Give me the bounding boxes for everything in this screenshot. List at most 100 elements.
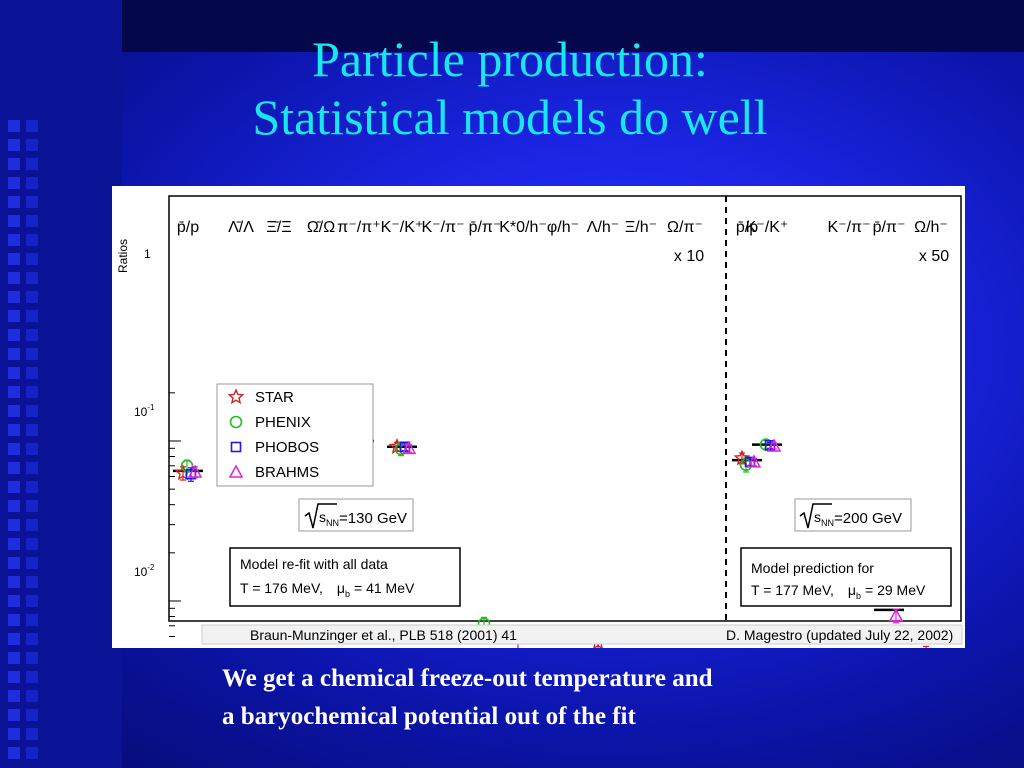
- model-130-line-2: T = 176 MeV, μb = 41 MeV: [240, 580, 415, 599]
- category-label: Ω̄/Ω: [307, 219, 335, 236]
- decorative-squares: [8, 120, 38, 759]
- decorative-square: [8, 177, 20, 189]
- decorative-square: [26, 614, 38, 626]
- legend-label-star: STAR: [255, 389, 294, 406]
- legend-label-phenix: PHENIX: [255, 414, 311, 431]
- category-label: K*0/h⁻: [499, 219, 547, 236]
- decorative-square: [26, 519, 38, 531]
- energy-label-200: =200 GeV: [834, 510, 902, 527]
- marker-brahms: [766, 438, 782, 452]
- decorative-square: [26, 576, 38, 588]
- decorative-square: [26, 120, 38, 132]
- title-line-1: Particle production:: [312, 31, 708, 87]
- decorative-square: [26, 443, 38, 455]
- decorative-square: [26, 690, 38, 702]
- decorative-square: [8, 671, 20, 683]
- decorative-square: [8, 215, 20, 227]
- svg-text:sNN: sNN: [814, 509, 834, 528]
- decorative-square: [8, 329, 20, 341]
- decorative-square: [26, 462, 38, 474]
- legend-marker-brahms: [228, 464, 244, 478]
- y-tick-label-0.1: 10-1: [134, 403, 155, 419]
- decorative-square: [26, 348, 38, 360]
- decorative-square: [8, 652, 20, 664]
- model-200-line-2: T = 177 MeV, μb = 29 MeV: [751, 582, 926, 601]
- decorative-square: [8, 424, 20, 436]
- category-label: Ξ/h⁻: [625, 219, 657, 236]
- decorative-square: [8, 728, 20, 740]
- category-label: p̄/π⁻: [873, 219, 906, 236]
- decorative-square: [26, 215, 38, 227]
- legend: STAR PHENIX PHOBOS BRAHMS: [216, 383, 374, 487]
- decorative-square: [26, 633, 38, 645]
- decorative-square: [26, 595, 38, 607]
- decorative-square: [26, 329, 38, 341]
- legend-marker-phobos: [230, 441, 242, 453]
- decorative-square: [8, 120, 20, 132]
- category-label: K⁻/K⁺: [381, 219, 424, 236]
- decorative-square: [26, 405, 38, 417]
- decorative-square: [8, 291, 20, 303]
- model-200-line-1: Model prediction for: [751, 560, 874, 576]
- decorative-square: [8, 348, 20, 360]
- decorative-square: [26, 234, 38, 246]
- category-label: K⁻/π⁻: [827, 219, 870, 236]
- scale-note-x10: x 10: [674, 248, 704, 265]
- marker-brahms: [187, 464, 203, 478]
- title-line-2: Statistical models do well: [252, 89, 768, 145]
- category-label: p̄/p: [177, 219, 199, 236]
- chart-svg: Ratios 1 10-1 10-2 p̄/p Λ̄/Λ Ξ̄/Ξ Ω̄/Ω π⁻/π⁺…: [116, 195, 963, 648]
- decorative-square: [26, 253, 38, 265]
- decorative-square: [8, 709, 20, 721]
- category-label: Λ/h⁻: [587, 219, 619, 236]
- decorative-square: [8, 690, 20, 702]
- decorative-square: [26, 424, 38, 436]
- category-label: K⁻/K⁺: [746, 219, 789, 236]
- decorative-square: [26, 671, 38, 683]
- slide-title: Particle production: Statistical models …: [150, 30, 870, 146]
- decorative-square: [26, 557, 38, 569]
- category-label: p̄/p: [736, 219, 758, 236]
- plot-frame: [168, 195, 962, 622]
- decorative-square: [8, 747, 20, 759]
- decorative-square: [8, 500, 20, 512]
- decorative-square: [26, 367, 38, 379]
- decorative-square: [26, 728, 38, 740]
- decorative-square: [8, 595, 20, 607]
- decorative-square: [8, 614, 20, 626]
- category-labels: p̄/p Λ̄/Λ Ξ̄/Ξ Ω̄/Ω π⁻/π⁺ K⁻/K⁺K⁻/π⁻ p̄/π⁻K*0/…: [177, 219, 948, 236]
- legend-label-phobos: PHOBOS: [255, 439, 319, 456]
- decorative-square: [8, 538, 20, 550]
- reference-200: D. Magestro (updated July 22, 2002): [726, 627, 953, 643]
- reference-bar: [201, 624, 963, 645]
- decorative-square: [26, 139, 38, 151]
- scale-note-x50: x 50: [919, 248, 949, 265]
- decorative-square: [26, 196, 38, 208]
- category-label: Ξ̄/Ξ: [266, 219, 291, 236]
- decorative-square: [8, 272, 20, 284]
- energy-box-200: sNN =200 GeV: [794, 498, 912, 532]
- decorative-square: [8, 196, 20, 208]
- model-box-200: Model prediction for T = 177 MeV, μb = 29 …: [740, 547, 952, 607]
- decorative-square: [26, 709, 38, 721]
- decorative-square: [8, 310, 20, 322]
- chart-figure: Ratios 1 10-1 10-2 p̄/p Λ̄/Λ Ξ̄/Ξ Ω̄/Ω π⁻/π⁺…: [112, 186, 965, 648]
- decorative-square: [8, 158, 20, 170]
- decorative-square: [26, 747, 38, 759]
- decorative-square: [8, 462, 20, 474]
- legend-label-brahms: BRAHMS: [255, 464, 319, 481]
- model-130-line-1: Model re-fit with all data: [240, 556, 388, 572]
- energy-box-130: sNN =130 GeV: [298, 498, 414, 532]
- category-label: π⁻/π⁺: [337, 219, 380, 236]
- decorative-square: [8, 576, 20, 588]
- slide-caption: We get a chemical freeze-out temperature…: [222, 660, 922, 736]
- legend-marker-star: [227, 388, 245, 405]
- marker-brahms: [401, 440, 417, 455]
- decorative-square: [8, 367, 20, 379]
- caption-line-2: a baryochemical potential out of the fit: [222, 703, 636, 730]
- decorative-square: [26, 386, 38, 398]
- decorative-square: [8, 481, 20, 493]
- decorative-square: [8, 139, 20, 151]
- decorative-square: [26, 177, 38, 189]
